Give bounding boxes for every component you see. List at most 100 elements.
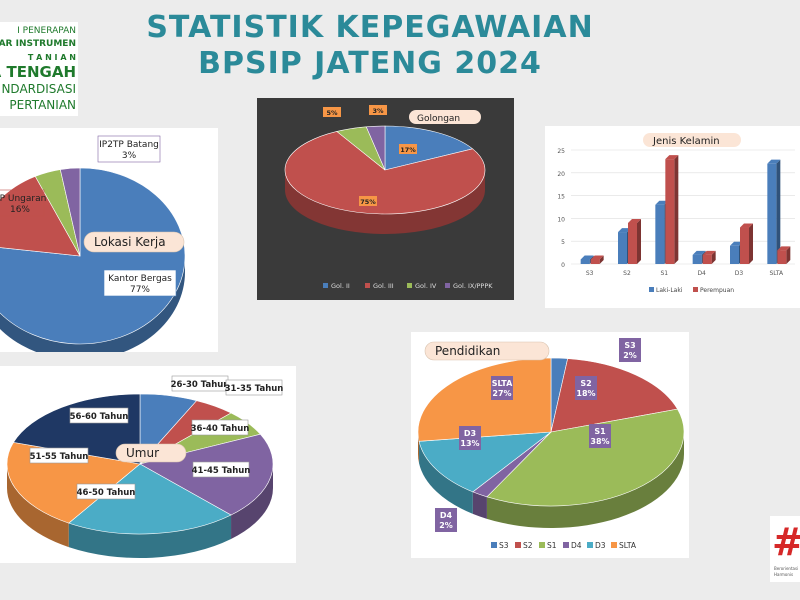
jk-bar-perempuan-s1 [665,159,675,264]
pendidikan-slice-d3 [418,431,552,493]
jk-x-tick-label: D3 [735,270,744,277]
umur-chart-title-box [115,443,187,463]
jk-bar-top [580,255,594,260]
golongan-value-label-box [323,107,341,117]
pendidikan-value-label: 18% [576,389,595,398]
jk-bar-laki-laki-s2 [618,232,627,264]
umur-category-label: 46-50 Tahun [77,488,136,498]
hash-logo-icon: # [772,520,800,564]
golongan-value-label-box [359,196,377,206]
lokasi-label-ip2tp-box [97,135,161,163]
jk-bar-laki-laki-d3 [730,245,739,264]
umur-slice-side [68,515,232,558]
umur-category-label-box [76,483,136,500]
pendidikan-value-label: 38% [590,437,609,446]
lokasi-label-ip2tp: IP2TP Batang [99,140,159,150]
pendidikan-value-label-box [459,426,481,450]
pendidikan-chart-title: Pendidikan [435,344,500,358]
jk-bar-laki-laki-s3 [580,259,590,264]
pendidikan-legend-label: S1 [547,541,557,550]
jenis-kelamin-chart-card: 0 5 10 15 20 25 Jenis Kelamin S3 S2 S1 D4 D3 SLTA Lak… [545,126,800,308]
jk-bar-side [749,223,753,264]
jk-legend-swatch [693,287,698,292]
lokasi-label-bergas: 77% [130,285,150,295]
jk-bar-perempuan-s2 [628,222,637,264]
jk-y-tick-label: 10 [557,216,565,223]
umur-category-label-box [69,407,129,424]
pendidikan-category-label: D4 [440,511,453,520]
pendidikan-legend-label: S3 [499,541,509,550]
golongan-chart-title: Golongan [417,114,460,124]
umur-category-label: 41-45 Tahun [192,466,251,476]
corner-logo-text: Berorientasi [774,566,799,571]
lokasi-chart-title-box [83,231,185,253]
golongan-value-label: 5% [326,109,338,117]
umur-category-label-box [29,447,89,464]
pendidikan-value-label-box [619,338,641,362]
pendidikan-value-label-box [491,376,513,400]
pendidikan-legend-swatch [515,542,521,548]
pendidikan-value-label-box [435,508,457,532]
lokasi-label-bergas-box [103,269,177,297]
jk-bar-side [599,255,604,264]
umur-category-label: 56-60 Tahun [70,412,129,422]
pendidikan-category-label: SLTA [492,379,513,388]
umur-category-label: 26-30 Tahun [171,380,230,390]
jk-legend-label: Perempuan [700,287,734,294]
jk-legend-swatch [649,287,654,292]
pendidikan-legend-swatch [587,542,593,548]
umur-slice-46-50-tahun [68,463,232,535]
pendidikan-value-label: 27% [492,389,511,398]
jk-bar-side [637,218,641,264]
pendidikan-legend-label: SLTA [619,541,637,550]
jk-bar-top [618,228,631,233]
jk-title-box [643,133,741,147]
jk-x-tick-label: S1 [661,270,669,277]
jk-bar-top [767,159,781,164]
lokasi-slice-side [0,256,185,352]
golongan-legend-swatch [445,283,450,288]
jk-bar-perempuan-slta [777,250,787,264]
logo-line: DAR INSTRUMEN [0,39,76,49]
jenis-kelamin-bar-chart: 0 5 10 15 20 25 Jenis Kelamin S3 S2 S1 D4 D3 SLTA Lak… [557,133,795,294]
golongan-legend-label: Gol. IX/PPPK [453,282,493,290]
jk-bar-top [628,218,641,223]
umur-category-label: 36-40 Tahun [191,424,250,434]
golongan-value-label: 17% [400,146,416,154]
jk-chart-title: Jenis Kelamin [652,136,720,147]
pendidikan-legend-swatch [491,542,497,548]
jk-x-tick-label: SLTA [770,270,785,277]
jk-bar-side [776,159,781,264]
pendidikan-category-label: S3 [624,341,635,350]
jk-bar-perempuan-d3 [740,227,749,264]
pendidikan-slice-s1 [486,408,685,507]
jk-bar-top [740,223,753,228]
pendidikan-legend-label: S2 [523,541,533,550]
umur-category-label-box [192,461,250,478]
jk-bar-top [590,255,604,260]
golongan-slice-side [285,170,485,234]
umur-chart-card: Umur 26-30 Tahun 31-35 Tahun 36-40 Tahun 41-… [0,366,296,563]
pendidikan-legend-swatch [539,542,545,548]
jk-y-tick-label: 15 [557,194,565,201]
lokasi-label-ungaran: KP Ungaran [0,194,46,204]
pendidikan-legend-swatch [611,542,617,548]
jk-bar-side [786,246,791,264]
jk-bar-side [711,250,716,264]
golongan-value-label: 75% [360,198,376,206]
pendidikan-legend-label: D4 [571,541,582,550]
lokasi-label-bergas: Kantor Bergas [108,274,172,284]
umur-slice-side [7,464,69,548]
jk-bar-top [665,155,679,160]
umur-slice-side [231,464,273,540]
jk-bar-perempuan-s3 [590,259,600,264]
jk-bar-top [692,250,706,255]
golongan-legend-swatch [365,283,370,288]
pendidikan-chart-card: Pendidikan S3 2% S2 18% S1 38% D4 2% D3 13% SLTA 27%… [411,332,689,558]
page-title-line2: BPSIP JATENG 2024 [198,46,542,81]
umur-category-label: 31-35 Tahun [225,384,284,394]
pendidikan-slice-side [472,491,487,519]
lokasi-slice-kantor-bergas [0,167,186,345]
pendidikan-category-label: D3 [464,429,476,438]
